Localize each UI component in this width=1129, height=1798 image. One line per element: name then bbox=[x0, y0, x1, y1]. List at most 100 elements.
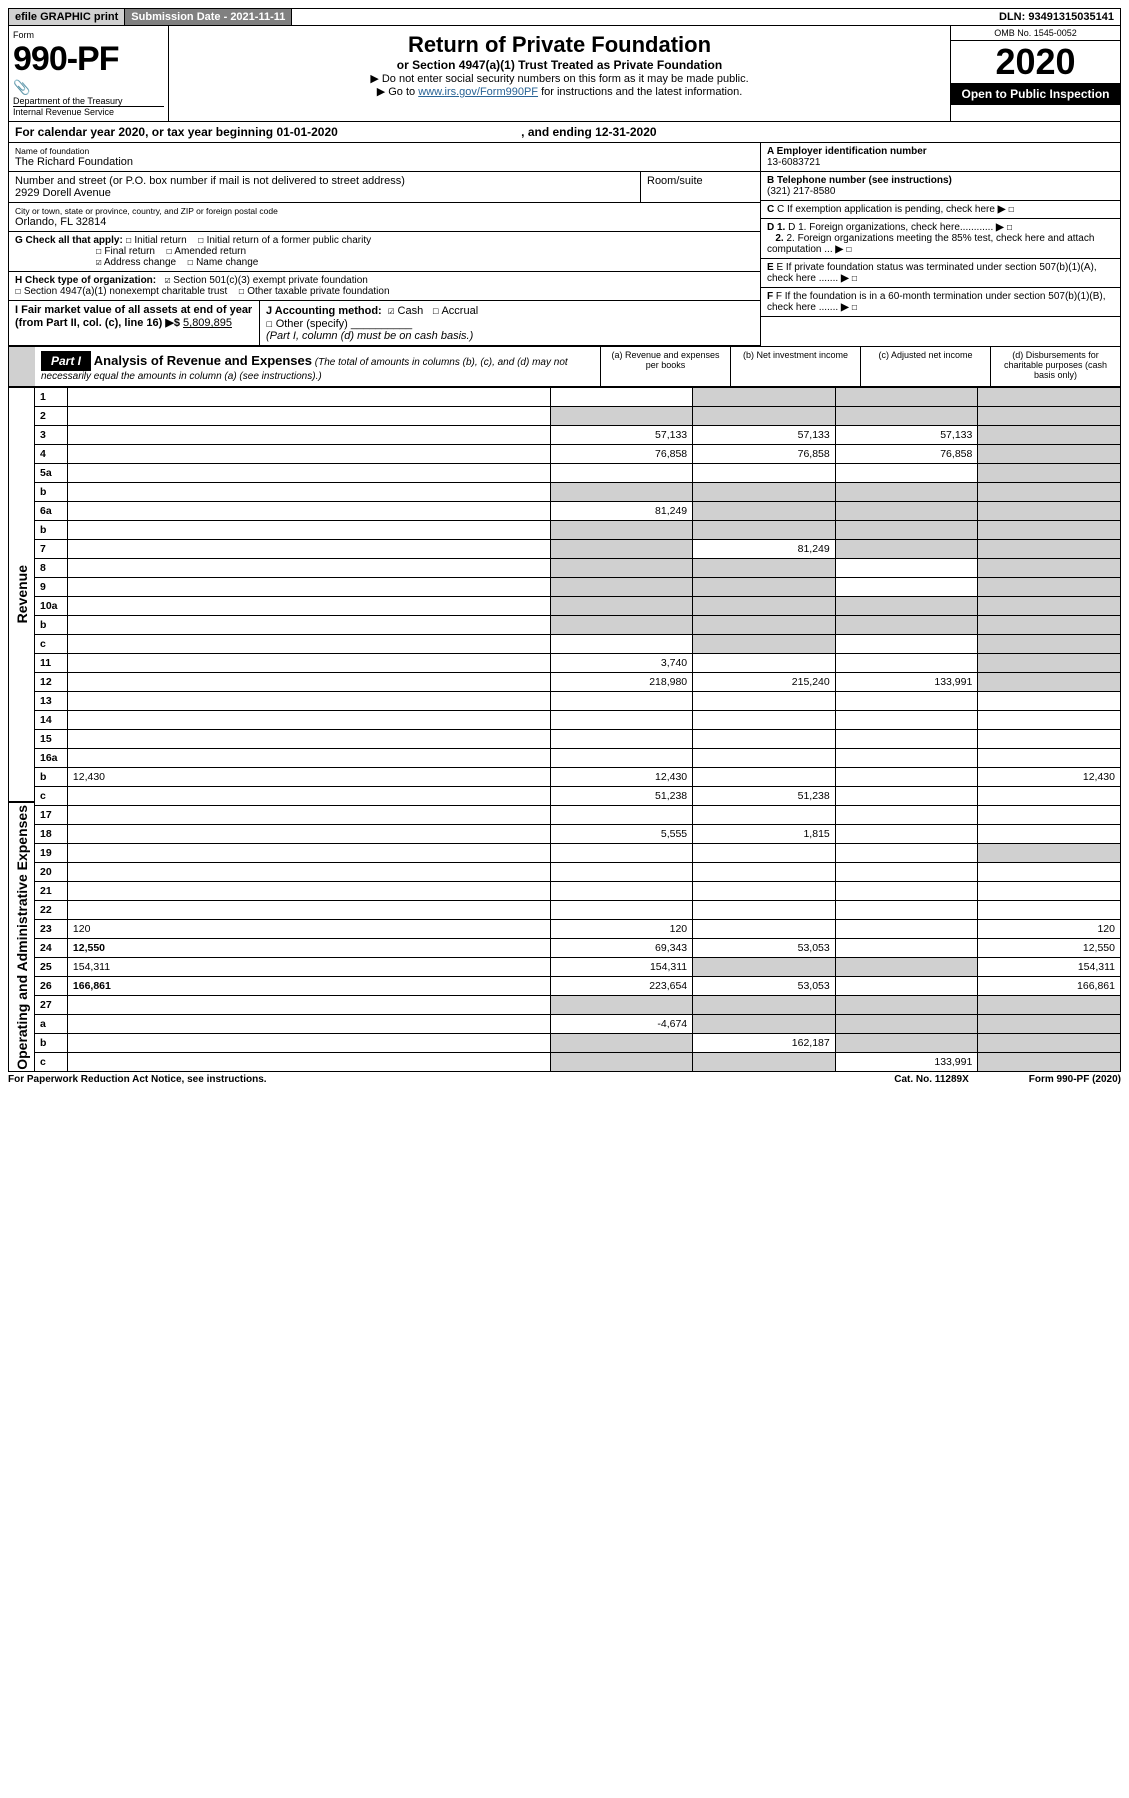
form-ref: Form 990-PF (2020) bbox=[1029, 1074, 1121, 1085]
cell-value: 133,991 bbox=[835, 1053, 978, 1072]
irs-label: Internal Revenue Service bbox=[13, 106, 164, 117]
irs-link[interactable]: www.irs.gov/Form990PF bbox=[418, 86, 538, 98]
analysis-table: 12357,13357,13357,133476,85876,85876,858… bbox=[34, 387, 1121, 1072]
cell-value: 12,550 bbox=[978, 939, 1121, 958]
cell-value bbox=[693, 635, 836, 654]
line-description bbox=[67, 730, 550, 749]
cell-value bbox=[978, 882, 1121, 901]
cell-value bbox=[978, 483, 1121, 502]
line-description bbox=[67, 749, 550, 768]
entity-info: Name of foundation The Richard Foundatio… bbox=[8, 143, 1121, 346]
cell-value bbox=[550, 692, 693, 711]
cell-value bbox=[693, 1053, 836, 1072]
cell-value bbox=[550, 559, 693, 578]
table-row: 12218,980215,240133,991 bbox=[35, 673, 1121, 692]
line-description bbox=[67, 673, 550, 692]
cell-value: 218,980 bbox=[550, 673, 693, 692]
cell-value bbox=[978, 464, 1121, 483]
cell-value bbox=[978, 597, 1121, 616]
cell-value: 120 bbox=[550, 920, 693, 939]
section-h: H Check type of organization: ☑ Section … bbox=[9, 272, 760, 301]
cell-value: 81,249 bbox=[693, 540, 836, 559]
line-description bbox=[67, 464, 550, 483]
cell-value bbox=[978, 806, 1121, 825]
attachment-icon: 📎 bbox=[13, 79, 164, 96]
cell-value bbox=[693, 616, 836, 635]
table-row: 2412,55069,34353,05312,550 bbox=[35, 939, 1121, 958]
cell-value bbox=[550, 597, 693, 616]
line-number: 14 bbox=[35, 711, 68, 730]
room-label: Room/suite bbox=[647, 175, 754, 187]
line-number: 24 bbox=[35, 939, 68, 958]
cell-value bbox=[550, 578, 693, 597]
line-description: 12,430 bbox=[67, 768, 550, 787]
line-description: 120 bbox=[67, 920, 550, 939]
cell-value bbox=[835, 844, 978, 863]
cell-value bbox=[835, 825, 978, 844]
line-number: c bbox=[35, 1053, 68, 1072]
cell-value bbox=[693, 654, 836, 673]
cell-value bbox=[835, 996, 978, 1015]
city-state-zip: Orlando, FL 32814 bbox=[15, 216, 754, 228]
col-d-header: (d) Disbursements for charitable purpose… bbox=[990, 347, 1120, 386]
ein-value: 13-6083721 bbox=[767, 157, 820, 168]
table-row: 15 bbox=[35, 730, 1121, 749]
cell-value bbox=[978, 388, 1121, 407]
cell-value bbox=[550, 540, 693, 559]
line-description bbox=[67, 901, 550, 920]
line-number: 19 bbox=[35, 844, 68, 863]
cell-value bbox=[835, 654, 978, 673]
cell-value bbox=[693, 958, 836, 977]
line-description bbox=[67, 445, 550, 464]
cell-value bbox=[835, 958, 978, 977]
line-number: 10a bbox=[35, 597, 68, 616]
line-number: 15 bbox=[35, 730, 68, 749]
efile-print-button[interactable]: efile GRAPHIC print bbox=[9, 9, 125, 25]
cell-value bbox=[550, 996, 693, 1015]
line-number: 26 bbox=[35, 977, 68, 996]
cell-value bbox=[835, 388, 978, 407]
table-row: 27 bbox=[35, 996, 1121, 1015]
cell-value: 53,053 bbox=[693, 977, 836, 996]
cell-value bbox=[835, 540, 978, 559]
col-a-header: (a) Revenue and expenses per books bbox=[600, 347, 730, 386]
cell-value bbox=[835, 483, 978, 502]
phone-label: B Telephone number (see instructions) bbox=[767, 175, 952, 186]
cell-value: 1,815 bbox=[693, 825, 836, 844]
cell-value bbox=[693, 711, 836, 730]
line-description bbox=[67, 863, 550, 882]
cell-value bbox=[835, 692, 978, 711]
cell-value bbox=[550, 464, 693, 483]
part-title: Analysis of Revenue and Expenses bbox=[94, 353, 312, 368]
line-number: a bbox=[35, 1015, 68, 1034]
cell-value bbox=[978, 863, 1121, 882]
cell-value: 57,133 bbox=[693, 426, 836, 445]
table-row: 8 bbox=[35, 559, 1121, 578]
section-c: C C If exemption application is pending,… bbox=[761, 201, 1120, 219]
cell-value bbox=[978, 1015, 1121, 1034]
cell-value: 120 bbox=[978, 920, 1121, 939]
cell-value: 53,053 bbox=[693, 939, 836, 958]
line-description bbox=[67, 559, 550, 578]
section-j: J Accounting method: ☑ Cash ☐ Accrual ☐ … bbox=[259, 301, 760, 346]
cell-value: 81,249 bbox=[550, 502, 693, 521]
analysis-table-wrap: Revenue Operating and Administrative Exp… bbox=[8, 387, 1121, 1072]
line-number: 22 bbox=[35, 901, 68, 920]
cell-value bbox=[550, 483, 693, 502]
cell-value bbox=[693, 768, 836, 787]
line-number: 3 bbox=[35, 426, 68, 445]
cell-value: 76,858 bbox=[550, 445, 693, 464]
line-description bbox=[67, 825, 550, 844]
cell-value bbox=[693, 749, 836, 768]
cell-value bbox=[550, 730, 693, 749]
line-number: 7 bbox=[35, 540, 68, 559]
cell-value bbox=[550, 1053, 693, 1072]
cell-value bbox=[693, 483, 836, 502]
form-note1: ▶ Do not enter social security numbers o… bbox=[175, 72, 944, 85]
cell-value: 12,430 bbox=[550, 768, 693, 787]
line-number: 4 bbox=[35, 445, 68, 464]
cell-value bbox=[550, 711, 693, 730]
form-label: Form bbox=[13, 30, 164, 40]
cell-value: 57,133 bbox=[550, 426, 693, 445]
cell-value: 12,430 bbox=[978, 768, 1121, 787]
